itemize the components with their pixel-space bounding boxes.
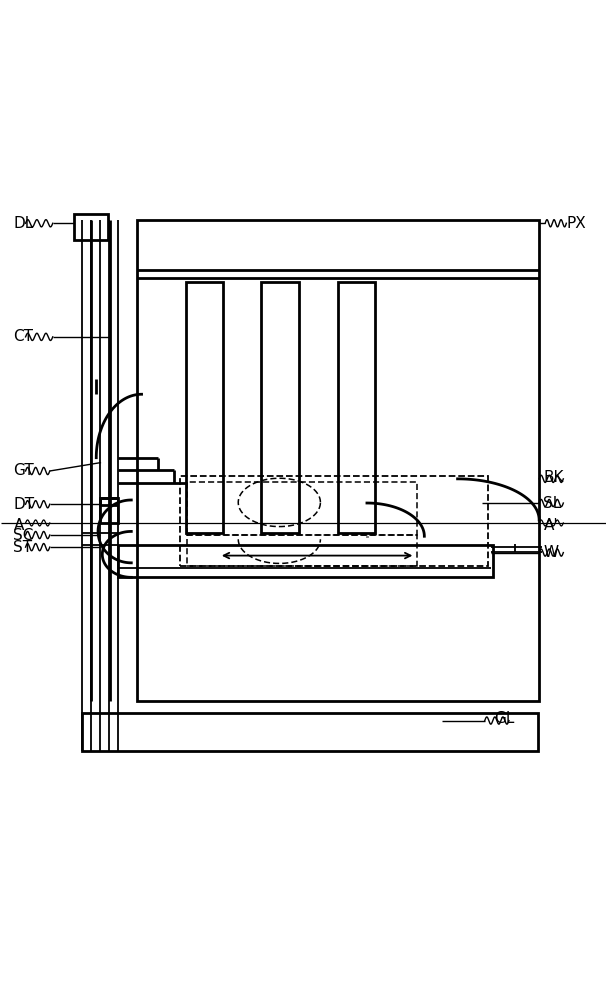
Text: W: W xyxy=(543,545,558,560)
Bar xyxy=(338,282,375,533)
Bar xyxy=(100,498,118,523)
Text: ST: ST xyxy=(13,540,33,555)
Text: CT: CT xyxy=(13,329,33,344)
Bar xyxy=(186,282,223,533)
Text: DL: DL xyxy=(13,216,34,231)
Text: BK: BK xyxy=(543,470,564,485)
Bar xyxy=(261,282,299,533)
Bar xyxy=(118,545,493,577)
Text: A': A' xyxy=(543,518,558,533)
Text: SC: SC xyxy=(13,528,34,543)
Text: GT: GT xyxy=(13,463,34,478)
Bar xyxy=(74,214,107,240)
Bar xyxy=(188,482,417,535)
Bar xyxy=(82,713,538,751)
Text: DT: DT xyxy=(13,497,35,512)
Text: SL: SL xyxy=(543,496,561,511)
Bar xyxy=(188,535,417,566)
Text: PX: PX xyxy=(566,216,586,231)
Text: GL: GL xyxy=(494,711,514,726)
Bar xyxy=(180,476,488,566)
Bar xyxy=(137,220,539,701)
Text: A: A xyxy=(13,518,24,533)
